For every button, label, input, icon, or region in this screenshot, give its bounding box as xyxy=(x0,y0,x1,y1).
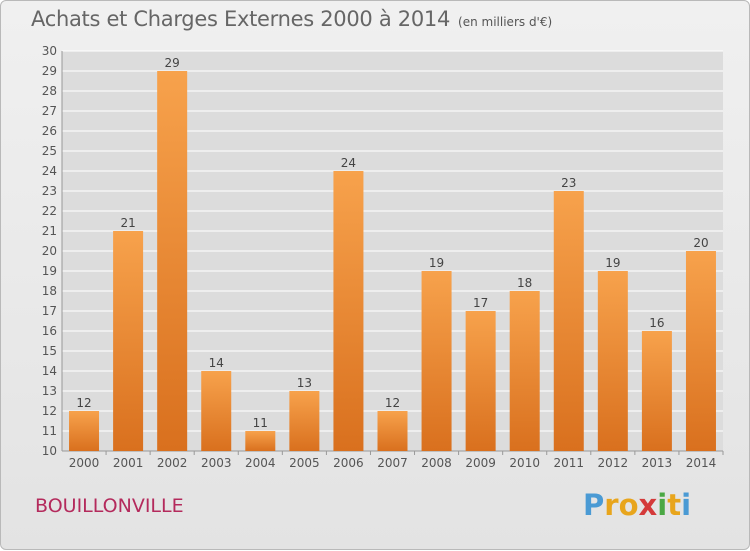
bar-2014 xyxy=(685,251,716,451)
y-tick-label: 22 xyxy=(42,204,57,218)
x-tick-label: 2001 xyxy=(113,456,144,470)
bar-2004 xyxy=(245,431,276,451)
value-label-2014: 20 xyxy=(693,236,708,250)
x-tick-label: 2004 xyxy=(245,456,276,470)
title-text: Achats et Charges Externes 2000 à 2014 xyxy=(31,7,451,31)
value-label-2008: 19 xyxy=(429,256,444,270)
x-tick-label: 2009 xyxy=(465,456,496,470)
value-label-2013: 16 xyxy=(649,316,664,330)
x-tick-label: 2008 xyxy=(421,456,452,470)
value-label-2007: 12 xyxy=(385,396,400,410)
y-tick-label: 10 xyxy=(42,444,57,458)
chart-subtitle: (en milliers d'€) xyxy=(458,15,553,29)
logo-letter: i xyxy=(657,488,668,522)
logo-letter: t xyxy=(667,488,682,522)
y-tick-label: 27 xyxy=(42,104,57,118)
y-tick-label: 15 xyxy=(42,344,57,358)
bar-2008 xyxy=(421,271,452,451)
y-tick-label: 25 xyxy=(42,144,57,158)
y-tick-label: 20 xyxy=(42,244,57,258)
town-name: BOUILLONVILLE xyxy=(35,495,184,517)
value-label-2000: 12 xyxy=(76,396,91,410)
y-tick-label: 16 xyxy=(42,324,57,338)
bar-2005 xyxy=(289,391,320,451)
x-tick-label: 2002 xyxy=(157,456,188,470)
y-tick-label: 28 xyxy=(42,84,57,98)
bar-2009 xyxy=(465,311,496,451)
bar-2000 xyxy=(69,411,100,451)
logo-letter: i xyxy=(681,488,692,522)
x-tick-label: 2012 xyxy=(598,456,629,470)
proxiti-logo[interactable]: Proxiti xyxy=(583,488,691,522)
y-tick-label: 29 xyxy=(42,64,57,78)
x-tick-label: 2010 xyxy=(509,456,540,470)
y-tick-label: 12 xyxy=(42,404,57,418)
x-tick-label: 2014 xyxy=(686,456,717,470)
y-tick-label: 18 xyxy=(42,284,57,298)
x-tick-label: 2000 xyxy=(69,456,100,470)
y-tick-label: 23 xyxy=(42,184,57,198)
y-tick-label: 19 xyxy=(42,264,57,278)
y-tick-label: 11 xyxy=(42,424,57,438)
y-tick-label: 30 xyxy=(42,44,57,58)
x-tick-label: 2007 xyxy=(377,456,408,470)
x-tick-label: 2006 xyxy=(333,456,364,470)
value-label-2012: 19 xyxy=(605,256,620,270)
logo-letter: r xyxy=(604,488,619,522)
bar-2001 xyxy=(113,231,144,451)
bar-2010 xyxy=(509,291,540,451)
bar-2013 xyxy=(641,331,672,451)
bar-2012 xyxy=(597,271,628,451)
bar-2007 xyxy=(377,411,408,451)
y-tick-label: 26 xyxy=(42,124,57,138)
y-tick-label: 24 xyxy=(42,164,57,178)
bar-2002 xyxy=(157,71,188,451)
y-tick-label: 14 xyxy=(42,364,57,378)
value-label-2006: 24 xyxy=(341,156,356,170)
y-tick-label: 17 xyxy=(42,304,57,318)
value-label-2004: 11 xyxy=(253,416,268,430)
bar-2003 xyxy=(201,371,232,451)
y-tick-label: 13 xyxy=(42,384,57,398)
x-tick-label: 2011 xyxy=(553,456,584,470)
logo-letter: o xyxy=(618,488,639,522)
value-label-2002: 29 xyxy=(165,56,180,70)
value-label-2003: 14 xyxy=(209,356,224,370)
bar-2006 xyxy=(333,171,364,451)
logo-letter: x xyxy=(638,488,658,522)
y-tick-label: 21 xyxy=(42,224,57,238)
value-label-2010: 18 xyxy=(517,276,532,290)
x-tick-label: 2013 xyxy=(642,456,673,470)
bar-2011 xyxy=(553,191,584,451)
value-label-2001: 21 xyxy=(120,216,135,230)
x-tick-label: 2005 xyxy=(289,456,320,470)
value-label-2005: 13 xyxy=(297,376,312,390)
chart-title: Achats et Charges Externes 2000 à 2014 (e… xyxy=(31,7,552,31)
logo-letter: P xyxy=(583,488,605,522)
value-label-2009: 17 xyxy=(473,296,488,310)
value-label-2011: 23 xyxy=(561,176,576,190)
x-tick-label: 2003 xyxy=(201,456,232,470)
